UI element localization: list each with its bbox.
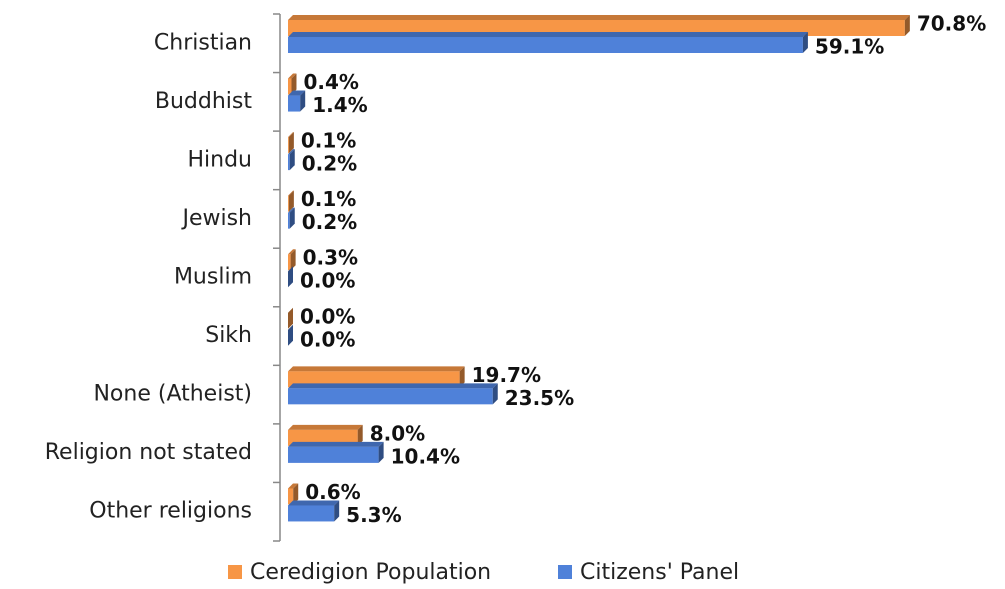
bar: [288, 73, 297, 95]
bar: [288, 207, 295, 229]
bar-top: [288, 73, 297, 79]
category-label: Jewish: [180, 206, 252, 231]
value-label: 8.0%: [370, 421, 425, 445]
value-label: 0.0%: [300, 327, 355, 351]
bar-side: [290, 249, 296, 271]
value-label: 0.2%: [302, 152, 357, 176]
bar-side: [357, 424, 363, 446]
bar-face: [288, 212, 290, 229]
bar: [288, 249, 296, 271]
value-label: 0.0%: [300, 269, 355, 293]
bar-top: [288, 500, 340, 506]
bar-side: [459, 366, 465, 388]
bar-face: [288, 95, 301, 112]
bar-side: [334, 500, 340, 522]
bar-side: [288, 190, 294, 212]
value-label: 70.8%: [917, 12, 986, 36]
bar-face: [288, 154, 290, 171]
category-label: Hindu: [187, 147, 252, 172]
value-label: 19.7%: [472, 363, 541, 387]
category-label: Muslim: [174, 265, 252, 290]
value-label: 0.6%: [305, 480, 360, 504]
bar: [288, 483, 299, 505]
bar-top: [288, 90, 306, 96]
bar-face: [288, 137, 289, 154]
bar-side: [288, 324, 293, 346]
bar: [288, 324, 293, 346]
value-label: 59.1%: [815, 35, 884, 59]
bar-top: [288, 190, 294, 196]
bar-face: [288, 388, 493, 405]
category-label: Sikh: [205, 323, 252, 348]
bar-top: [288, 424, 363, 430]
bar-face: [288, 254, 291, 271]
value-label: 5.3%: [346, 503, 401, 527]
legend-label: Ceredigion Population: [250, 560, 491, 585]
bar-side: [802, 32, 808, 53]
bar-side: [291, 73, 297, 95]
bar: [288, 441, 384, 463]
category-label: Religion not stated: [45, 440, 252, 465]
bar-side: [492, 383, 498, 405]
bar: [288, 266, 293, 288]
bar-side: [293, 483, 299, 505]
bar-side: [300, 90, 306, 112]
bar-face: [288, 37, 803, 53]
bar-side: [378, 441, 384, 463]
value-label: 0.1%: [301, 129, 356, 153]
category-label: None (Atheist): [93, 382, 252, 407]
bar: [288, 90, 306, 112]
value-label: 0.2%: [302, 210, 357, 234]
bar-side: [904, 15, 910, 36]
bar-top: [288, 149, 295, 155]
value-label: 0.0%: [300, 304, 355, 328]
bar-face: [288, 488, 294, 505]
bar: [288, 132, 294, 154]
value-label: 0.1%: [301, 187, 356, 211]
bar-side: [288, 266, 293, 288]
bar-top: [288, 383, 498, 389]
bar: [288, 190, 294, 212]
bar-top: [288, 15, 910, 20]
bar-top: [288, 366, 465, 372]
bar-face: [288, 505, 335, 522]
bar-face: [288, 195, 289, 212]
bar-side: [288, 132, 294, 154]
bar-top: [288, 441, 384, 447]
value-label: 0.4%: [303, 70, 358, 94]
bar-face: [288, 446, 379, 463]
value-label: 10.4%: [391, 444, 460, 468]
bar-top: [288, 207, 295, 213]
bar: [288, 383, 498, 405]
bar-side: [289, 207, 295, 229]
bar-side: [289, 149, 295, 171]
legend-swatch: [228, 565, 242, 579]
bar: [288, 500, 340, 522]
value-label: 23.5%: [505, 386, 574, 410]
value-label: 1.4%: [312, 93, 367, 117]
bar: [288, 149, 295, 171]
bar-top: [288, 32, 808, 37]
bar: [288, 307, 293, 329]
legend-swatch: [558, 565, 572, 579]
category-label: Buddhist: [155, 89, 252, 114]
value-label: 0.3%: [303, 246, 358, 270]
bar-side: [288, 307, 293, 329]
category-label: Christian: [154, 30, 252, 55]
bar-top: [288, 249, 296, 255]
bar-face: [288, 78, 292, 95]
bar: [288, 32, 808, 53]
bar-top: [288, 132, 294, 138]
bar-top: [288, 483, 299, 489]
legend-label: Citizens' Panel: [580, 560, 739, 585]
category-label: Other religions: [89, 499, 252, 524]
